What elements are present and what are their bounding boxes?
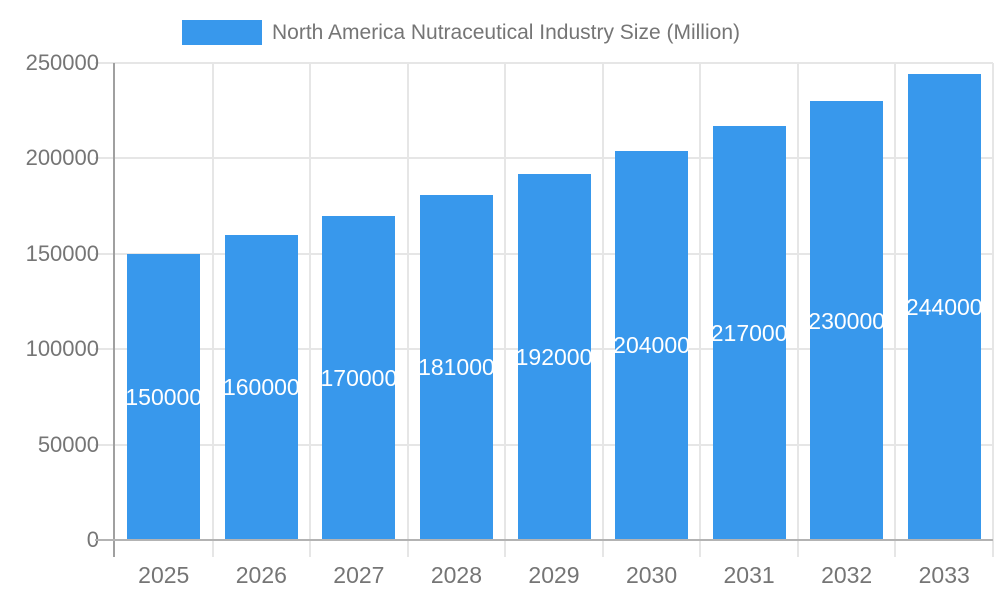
x-axis-tick-label: 2025	[138, 562, 190, 588]
bar[interactable]	[615, 150, 689, 540]
chart-legend[interactable]: North America Nutraceutical Industry Siz…	[182, 20, 740, 45]
gridline-vertical	[406, 63, 409, 557]
y-axis-tick-label: 50000	[37, 431, 99, 457]
y-axis-line	[113, 63, 115, 557]
gridline-vertical	[504, 63, 507, 557]
bar-value-label: 181000	[418, 354, 495, 381]
y-axis-tick-label: 150000	[25, 240, 99, 266]
x-axis-tick-label: 2028	[430, 562, 483, 588]
bar-value-label: 170000	[320, 364, 398, 391]
bar[interactable]	[712, 125, 786, 540]
gridline-vertical	[211, 63, 214, 557]
legend-label: North America Nutraceutical Industry Siz…	[272, 21, 740, 44]
gridline-horizontal	[95, 62, 993, 64]
x-axis-tick-label: 2029	[528, 562, 580, 588]
bar[interactable]	[419, 194, 493, 540]
bar[interactable]	[127, 253, 201, 540]
bar[interactable]	[322, 215, 396, 540]
bar[interactable]	[810, 101, 884, 540]
gridline-vertical	[601, 63, 604, 557]
gridline-vertical	[894, 63, 897, 557]
bar-value-label: 217000	[710, 319, 788, 346]
x-axis-baseline	[95, 539, 993, 541]
gridline-horizontal	[95, 157, 993, 160]
x-axis-tick-label: 2032	[821, 562, 873, 588]
bar-value-label: 230000	[808, 307, 886, 334]
bar-value-label: 244000	[905, 294, 983, 321]
y-axis-tick-label: 0	[86, 527, 99, 552]
gridline-vertical	[796, 63, 799, 557]
bar-value-label: 150000	[125, 383, 203, 410]
legend-swatch-icon	[182, 20, 262, 45]
x-axis-tick-label: 2031	[723, 562, 775, 588]
x-axis-tick-label: 2026	[235, 562, 287, 588]
gridline-vertical	[992, 63, 994, 557]
x-axis-tick-label: 2033	[918, 562, 970, 588]
y-axis-tick-label: 250000	[25, 50, 99, 75]
y-axis-tick-label: 200000	[25, 145, 99, 171]
x-axis-tick-label: 2030	[625, 562, 678, 588]
bar[interactable]	[224, 234, 298, 540]
bar-value-label: 204000	[613, 332, 690, 359]
y-axis-tick-label: 100000	[25, 336, 99, 362]
bar[interactable]	[517, 173, 591, 540]
bar-value-label: 192000	[515, 343, 593, 370]
gridline-vertical	[309, 63, 312, 557]
bar[interactable]	[907, 74, 981, 540]
gridline-vertical	[699, 63, 702, 557]
x-axis-tick-label: 2027	[333, 562, 385, 588]
bar-value-label: 160000	[222, 374, 300, 401]
